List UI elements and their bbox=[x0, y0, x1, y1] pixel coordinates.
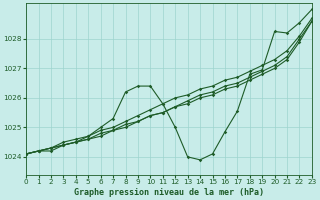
X-axis label: Graphe pression niveau de la mer (hPa): Graphe pression niveau de la mer (hPa) bbox=[74, 188, 264, 197]
